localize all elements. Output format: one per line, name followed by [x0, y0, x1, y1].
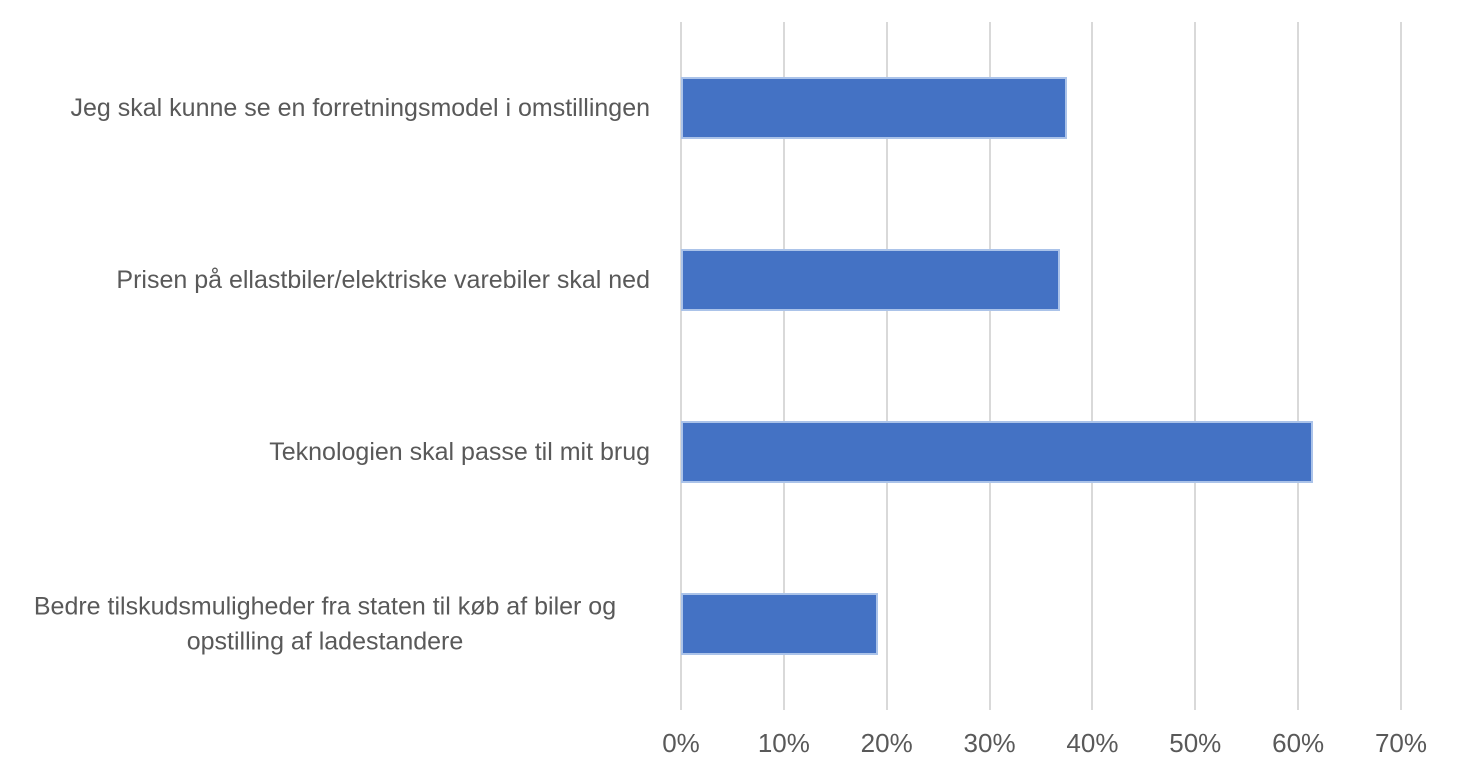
category-label-1: Prisen på ellastbiler/elektriske varebil… [0, 263, 650, 298]
category-label-0: Jeg skal kunne se en forretningsmodel i … [0, 91, 650, 126]
category-label-3: Bedre tilskudsmuligheder fra staten til … [0, 590, 650, 659]
gridline-40% [1091, 22, 1094, 710]
bar-series-value-2 [681, 421, 1313, 483]
category-label-text: Prisen på ellastbiler/elektriske varebil… [116, 265, 650, 294]
x-tick-label-70%: 70% [1374, 728, 1428, 758]
gridline-50% [1194, 22, 1197, 710]
x-tick-label-50%: 50% [1169, 728, 1222, 758]
plot-area [680, 22, 1402, 710]
category-axis: Jeg skal kunne se en forretningsmodel i … [0, 22, 658, 710]
x-tick-label-0%: 0% [662, 728, 700, 758]
category-label-text: Jeg skal kunne se en forretningsmodel i … [70, 93, 650, 122]
gridline-70% [1400, 22, 1402, 710]
gridline-10% [782, 22, 785, 710]
gridline-20% [885, 22, 888, 710]
category-label-text: Bedre tilskudsmuligheder fra staten til … [33, 592, 617, 656]
x-tick-label-20%: 20% [860, 728, 913, 758]
gridline-0% [680, 22, 682, 710]
x-tick-label-40%: 40% [1066, 728, 1119, 758]
x-tick-label-60%: 60% [1272, 728, 1325, 758]
category-label-2: Teknologien skal passe til mit brug [0, 435, 650, 470]
bar-series-value-0 [681, 77, 1067, 139]
value-axis: 0% 10% 20% 30% 40% 50% 60% 70% [662, 728, 1427, 768]
bar-series-value-1 [681, 249, 1060, 311]
gridline-30% [988, 22, 991, 710]
bar-series-value-3 [681, 593, 879, 655]
x-tick-label-30%: 30% [963, 728, 1016, 758]
gridline-60% [1297, 22, 1300, 710]
category-label-text: Teknologien skal passe til mit brug [269, 437, 650, 466]
x-tick-label-10%: 10% [757, 728, 810, 758]
